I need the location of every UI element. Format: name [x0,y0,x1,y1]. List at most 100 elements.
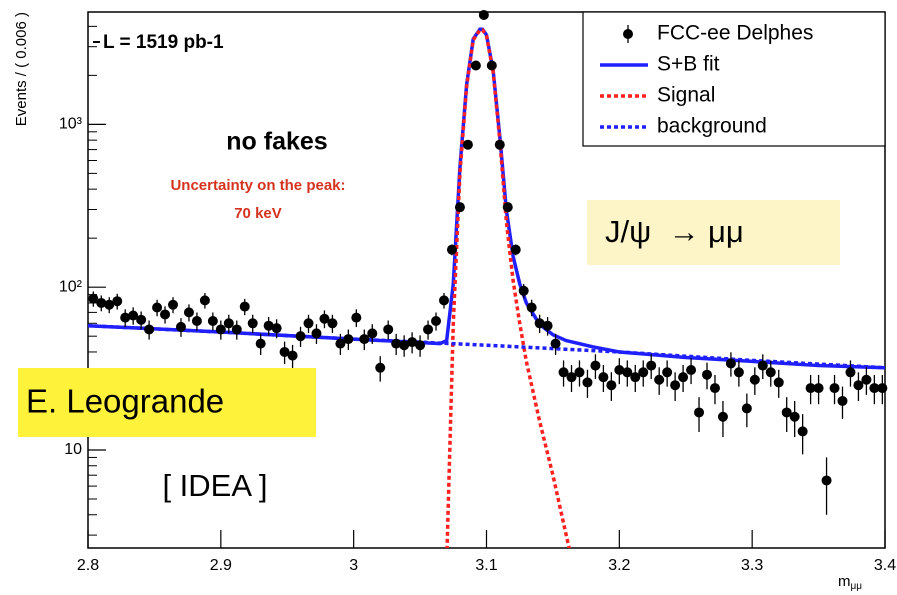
data-point [797,426,808,437]
data-point [590,360,601,371]
annotation: L = 1519 pb-1 [103,32,224,53]
data-point [869,383,880,394]
annotation: E. Leogrande [26,383,224,420]
data-point [128,310,139,321]
data-point [614,364,625,375]
data-point [255,338,266,349]
data-point [518,285,529,296]
data-point [303,318,314,329]
data-point [829,383,840,394]
data-point [741,403,752,414]
x-tick-label: 3 [349,557,358,574]
data-point [606,380,617,391]
data-point [199,295,210,306]
y-tick-label: 10 [64,441,82,458]
x-tick-label: 3.3 [741,557,763,574]
data-point [311,328,322,339]
data-point [351,312,362,323]
data-point [407,337,418,348]
data-point [686,364,697,375]
data-point [510,244,521,255]
data-point [574,367,585,378]
data-point [319,313,330,324]
data-point [375,362,386,373]
legend-label: S+B fit [657,53,720,76]
data-point [877,383,888,394]
data-point [622,367,633,378]
y-tick-label: 10³ [59,116,83,133]
y-axis-label: Events / ( 0.006 ) [13,12,30,126]
data-point [152,302,163,313]
legend-label: FCC-ee Delphes [657,22,813,45]
data-point [470,60,481,71]
data-point [239,301,250,312]
data-point [694,407,705,418]
x-tick-label: 2.9 [210,557,232,574]
data-point [494,139,505,150]
data-point [168,299,179,310]
x-axis-label-main: m [838,573,851,590]
data-point [207,315,218,326]
data-point [558,367,569,378]
annotation: 70 keV [234,205,282,222]
data-point [359,334,370,345]
data-point [391,338,402,349]
fit-line [88,323,885,370]
y-tick-label: 10² [59,278,83,295]
data-point [191,315,202,326]
data-point [271,323,282,334]
legend-symbol [623,29,633,39]
data-point [263,320,274,331]
data-point [120,312,131,323]
data-point [813,383,824,394]
data-point [486,60,497,71]
data-point [733,367,744,378]
data-point [383,324,394,335]
data-point [279,346,290,357]
legend-label: background [657,115,767,138]
data-point [438,295,449,306]
data-point [582,377,593,388]
data-point [725,358,736,369]
x-tick-label: 3.1 [475,557,497,574]
x-axis-label: mμμ [838,573,862,592]
data-point [136,314,147,325]
data-point [295,331,306,342]
data-point [542,320,553,331]
data-point [566,372,577,383]
data-point [88,293,99,304]
annotation: [ IDEA ] [162,468,267,503]
data-point [343,334,354,345]
data-point [781,407,792,418]
data-point [399,340,410,351]
data-point [462,139,473,150]
fit-line [445,28,571,548]
data-point [845,367,856,378]
data-point [534,318,545,329]
annotation: no fakes [226,128,327,156]
x-tick-label: 3.4 [874,557,896,574]
data-point [853,380,864,391]
data-point [335,338,346,349]
data-point [646,360,657,371]
data-point [717,411,728,422]
legend-box [582,11,886,147]
data-point [550,338,561,349]
data-point [247,318,258,329]
data-point [502,202,513,213]
data-point [702,369,713,380]
data-point [805,383,816,394]
data-point [423,324,434,335]
data-point [415,340,426,351]
data-point [327,318,338,329]
data-point [175,321,186,332]
annotation: Uncertainty on the peak: [170,177,345,194]
plot-layer [87,9,888,548]
data-point [144,324,155,335]
data-point [446,244,457,255]
data-point [757,360,768,371]
data-point [104,299,115,310]
x-tick-label: 2.8 [77,557,99,574]
data-point [678,372,689,383]
data-point [112,296,123,307]
